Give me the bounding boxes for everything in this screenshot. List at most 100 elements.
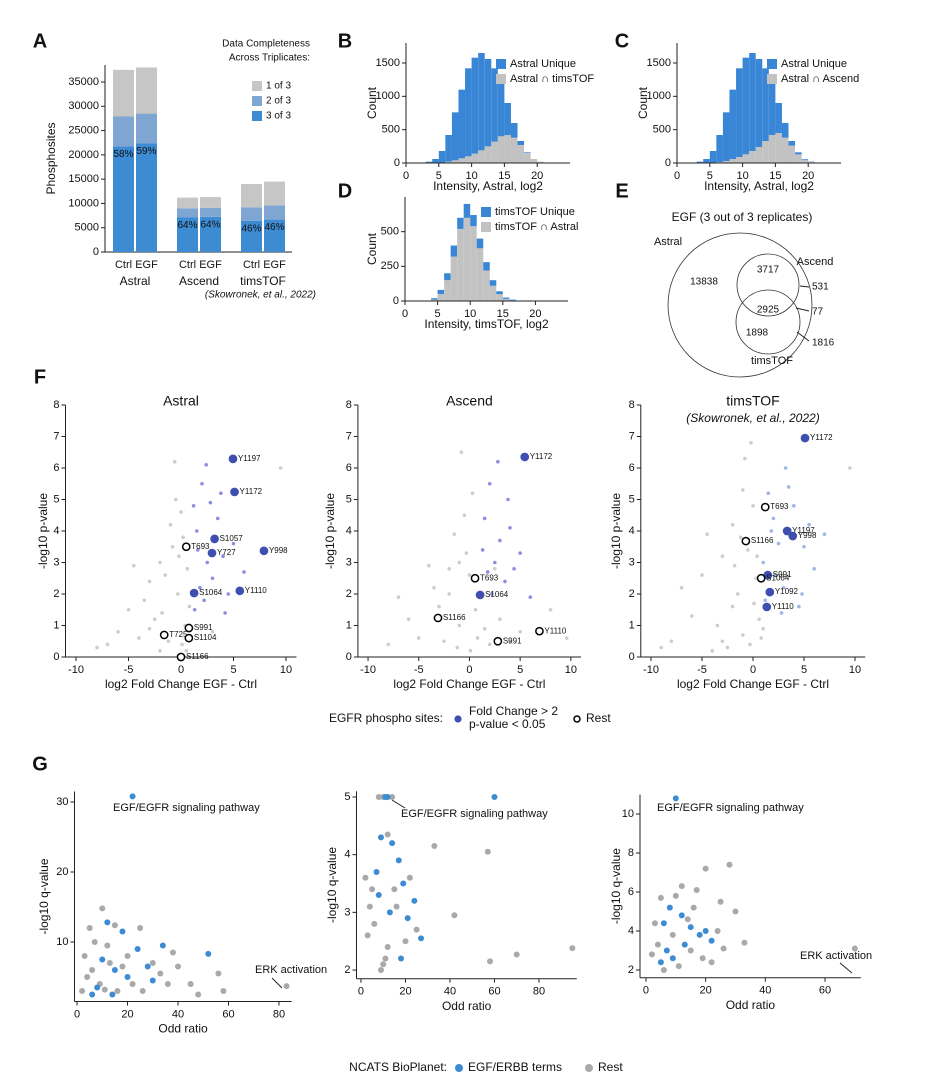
point bbox=[170, 544, 175, 549]
histogram-bar bbox=[788, 145, 796, 163]
region-count: 2925 bbox=[757, 305, 780, 316]
legend-swatch bbox=[252, 81, 262, 91]
point bbox=[215, 516, 220, 521]
point bbox=[769, 529, 774, 533]
point bbox=[732, 908, 739, 915]
point bbox=[679, 585, 684, 590]
x-tick-label: 80 bbox=[533, 986, 545, 998]
point bbox=[432, 585, 436, 590]
histogram-bar bbox=[431, 299, 438, 301]
point bbox=[129, 981, 136, 987]
point bbox=[111, 967, 118, 973]
point bbox=[393, 903, 400, 910]
site-point bbox=[475, 590, 485, 600]
x-tick-label: Ctrl bbox=[179, 259, 196, 271]
point bbox=[783, 466, 788, 470]
y-tick-label: 30 bbox=[56, 796, 68, 808]
point bbox=[548, 607, 553, 612]
site-point bbox=[520, 452, 530, 462]
histogram-bar bbox=[510, 137, 518, 163]
point bbox=[398, 955, 405, 962]
histogram-bar bbox=[729, 159, 737, 163]
y-tick-label: 5 bbox=[629, 493, 635, 505]
y-tick-label: 8 bbox=[628, 847, 634, 859]
histogram-bar bbox=[496, 291, 503, 295]
panel-label: C bbox=[615, 30, 629, 52]
point bbox=[377, 967, 384, 974]
point bbox=[366, 903, 373, 910]
point bbox=[187, 981, 194, 987]
point bbox=[786, 485, 791, 489]
bar-segment bbox=[264, 219, 285, 252]
point bbox=[657, 959, 664, 966]
y-axis-label: Count bbox=[365, 86, 379, 119]
point bbox=[506, 497, 510, 502]
x-tick-label: 5 bbox=[517, 664, 523, 676]
point bbox=[142, 598, 147, 603]
point bbox=[493, 567, 497, 571]
point bbox=[741, 633, 745, 637]
x-tick-label: 0 bbox=[358, 986, 364, 998]
y-tick-label: 7 bbox=[346, 430, 352, 442]
x-axis-label: Odd ratio bbox=[158, 1022, 208, 1036]
x-axis-label: Odd ratio bbox=[726, 998, 776, 1012]
point bbox=[226, 592, 231, 596]
bar-segment bbox=[136, 143, 157, 252]
point bbox=[369, 886, 376, 893]
y-tick-label: 500 bbox=[382, 124, 400, 136]
x-tick-label: 60 bbox=[222, 1008, 234, 1020]
y-tick-label: 500 bbox=[381, 226, 399, 238]
point bbox=[411, 897, 418, 904]
legend-swatch bbox=[767, 59, 777, 69]
venn-title: EGF (3 out of 3 replicates) bbox=[672, 210, 813, 224]
venn-circle bbox=[735, 289, 801, 355]
legend-label: Astral Unique bbox=[510, 58, 576, 70]
point bbox=[663, 947, 670, 954]
point bbox=[807, 522, 811, 527]
point bbox=[720, 639, 725, 644]
x-tick-label: EGF bbox=[263, 259, 286, 271]
site-point bbox=[762, 602, 772, 612]
histogram-bar bbox=[438, 151, 446, 163]
histogram-bar bbox=[445, 161, 452, 163]
group-label: Astral bbox=[120, 274, 151, 288]
histogram-bar bbox=[437, 289, 445, 295]
point bbox=[395, 857, 402, 864]
histogram-bar bbox=[524, 153, 531, 163]
legend-label: Rest bbox=[598, 1060, 623, 1074]
site-label: S1166 bbox=[751, 536, 774, 545]
y-tick-label: 5 bbox=[53, 493, 59, 505]
site-label: Y1172 bbox=[240, 487, 263, 496]
legend-marker bbox=[454, 715, 462, 723]
point bbox=[164, 981, 171, 987]
x-tick-label: EGF bbox=[199, 259, 222, 271]
point bbox=[184, 648, 189, 653]
site-label: Y1197 bbox=[238, 454, 261, 463]
legend-title: Data Completeness bbox=[222, 39, 310, 50]
point bbox=[137, 925, 144, 931]
set-label: Ascend bbox=[797, 256, 834, 268]
point bbox=[462, 513, 467, 518]
leader-line bbox=[799, 285, 810, 288]
set-label: Astral bbox=[654, 236, 682, 248]
histogram-bar bbox=[478, 53, 485, 151]
site-label: Y1110 bbox=[772, 602, 794, 611]
point bbox=[124, 974, 131, 980]
histogram-bar bbox=[497, 136, 505, 163]
y-tick-label: 1500 bbox=[647, 57, 671, 69]
histogram-bar bbox=[451, 112, 459, 161]
histogram-bar bbox=[432, 159, 439, 163]
point bbox=[648, 951, 655, 958]
panel-label: E bbox=[615, 180, 628, 202]
point bbox=[144, 963, 151, 970]
point bbox=[406, 874, 413, 881]
point bbox=[418, 935, 425, 942]
point bbox=[666, 904, 673, 911]
point bbox=[179, 510, 183, 514]
site-point bbox=[228, 454, 238, 464]
point bbox=[86, 925, 93, 931]
point bbox=[822, 532, 827, 536]
y-tick-label: 7 bbox=[629, 430, 635, 442]
y-axis-label: Phosphosites bbox=[44, 122, 58, 194]
y-tick-label: 1000 bbox=[647, 90, 671, 102]
